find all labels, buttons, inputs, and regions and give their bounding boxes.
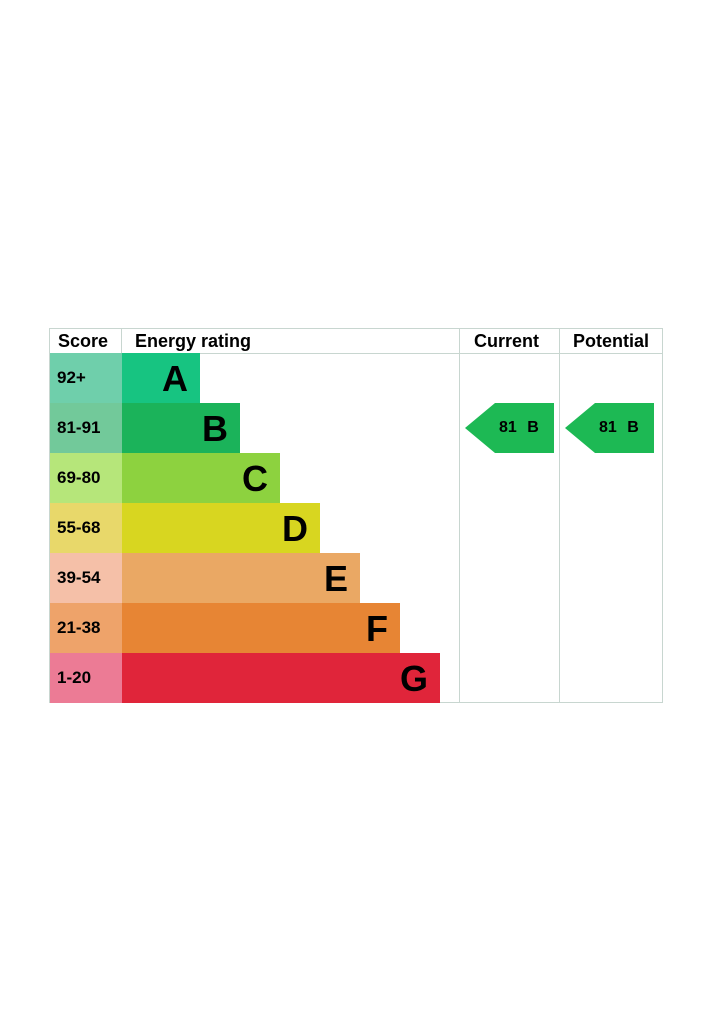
divider: [559, 329, 560, 702]
score-cell: 55-68: [50, 503, 122, 553]
rating-bar-d: D: [122, 503, 320, 553]
rating-bar-g: G: [122, 653, 440, 703]
rating-letter: E: [323, 558, 348, 599]
rating-letter: C: [242, 458, 268, 499]
potential-rating-label: 81 B: [599, 419, 639, 436]
current-rating-label: 81 B: [499, 419, 539, 436]
energy-rating-table: Score Energy rating Current Potential 92…: [49, 328, 663, 703]
score-cell: 39-54: [50, 553, 122, 603]
potential-rating-arrow: 81 B: [565, 403, 655, 453]
header-current: Current: [474, 331, 540, 351]
header-score: Score: [58, 331, 109, 351]
rating-letter: B: [202, 408, 228, 449]
rating-bar-c: C: [122, 453, 280, 503]
score-cell: 21-38: [50, 603, 122, 653]
header-potential: Potential: [573, 331, 650, 351]
current-rating-arrow: 81 B: [465, 403, 555, 453]
rating-letter: F: [366, 608, 388, 649]
score-cell: 1-20: [50, 653, 122, 703]
rating-letter: D: [282, 508, 308, 549]
divider: [459, 329, 460, 702]
score-cell: 69-80: [50, 453, 122, 503]
rating-bar-f: F: [122, 603, 400, 653]
rating-bar-e: E: [122, 553, 360, 603]
divider: [50, 353, 662, 354]
rating-letter: A: [162, 358, 188, 399]
rating-bar-a: A: [122, 353, 200, 403]
rating-letter: G: [399, 658, 428, 699]
header-energy-rating: Energy rating: [135, 331, 252, 351]
score-cell: 81-91: [50, 403, 122, 453]
score-cell: 92+: [50, 353, 122, 403]
rating-bar-b: B: [122, 403, 240, 453]
